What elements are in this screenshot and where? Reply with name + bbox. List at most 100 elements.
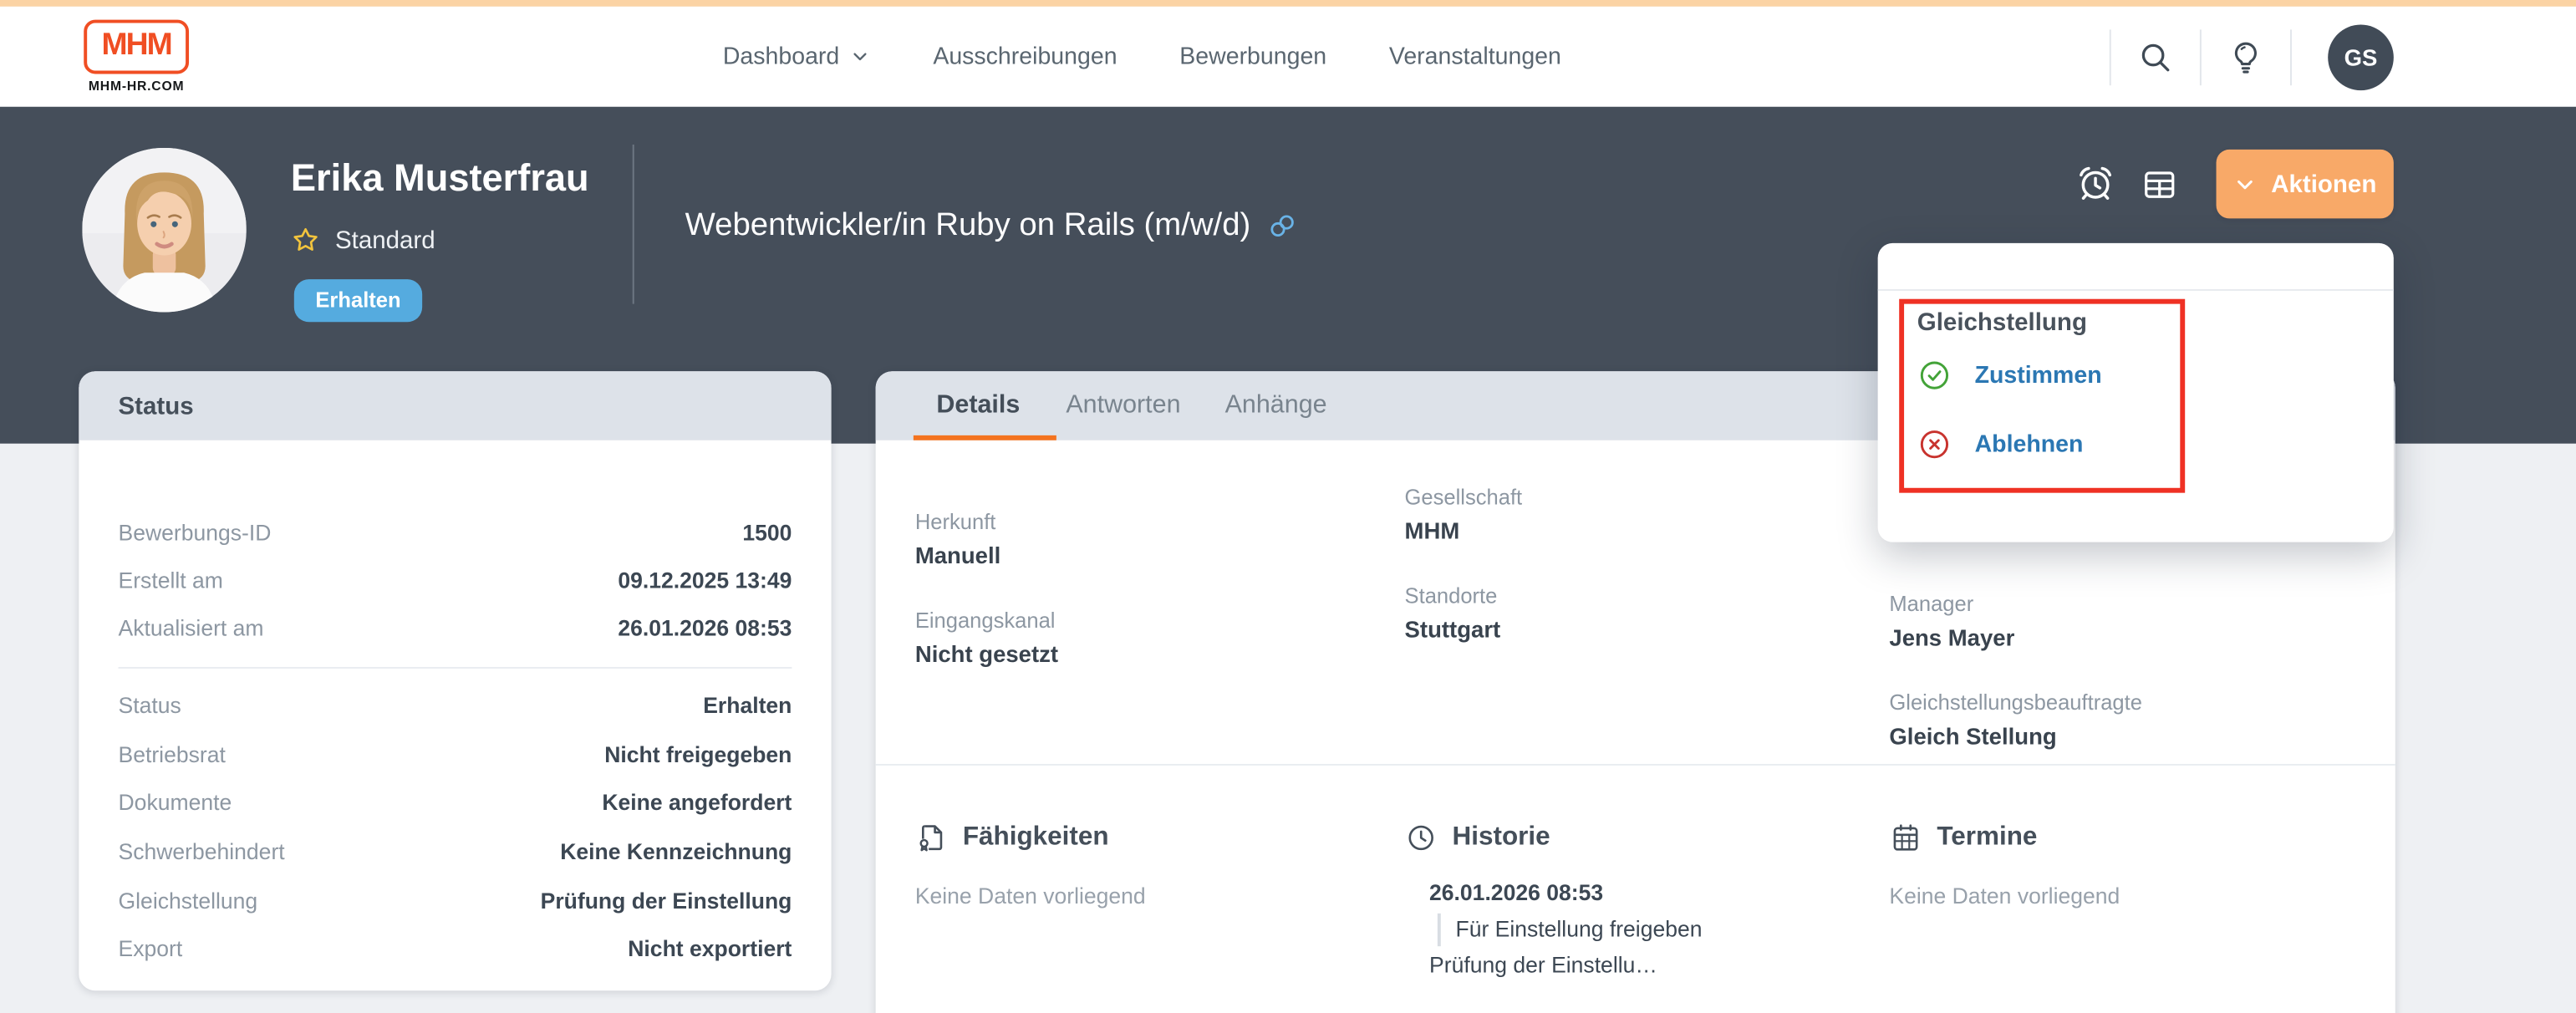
skills-section-title: Fähigkeiten <box>915 822 1375 854</box>
appointments-empty-text: Keine Daten vorliegend <box>1889 883 2120 909</box>
table-icon <box>2145 171 2175 198</box>
divider <box>875 763 2395 766</box>
status-meta-row: Bewerbungs-ID 1500 <box>119 509 792 557</box>
section-title-text: Termine <box>1937 822 2038 852</box>
tab-anhaenge[interactable]: Anhänge <box>1224 390 1327 420</box>
field-label: Gesellschaft <box>1404 484 1523 510</box>
dropdown-section-title: Gleichstellung <box>1917 308 2087 337</box>
detail-field: Gesellschaft MHM <box>1405 483 1865 547</box>
row-value: 1500 <box>742 521 792 546</box>
row-label: Schwerbehindert <box>118 839 285 865</box>
skills-empty-text: Keine Daten vorliegend <box>914 883 1146 909</box>
menu-item-label: Ablehnen <box>1974 430 2084 458</box>
row-value: Keine angefordert <box>602 791 792 816</box>
details-column-2: Gesellschaft MHM Standorte Stuttgart <box>1405 483 1865 646</box>
link-icon[interactable] <box>1267 211 1298 242</box>
search-button[interactable] <box>2111 38 2200 74</box>
row-value: 09.12.2025 13:49 <box>618 568 792 593</box>
field-value: Manuell <box>914 542 1001 569</box>
status-meta-row: Aktualisiert am 26.01.2026 08:53 <box>119 604 792 652</box>
section-title-text: Fähigkeiten <box>962 822 1109 852</box>
candidate-name: Erika Musterfrau <box>290 155 589 199</box>
active-tab-indicator <box>913 435 1056 440</box>
divider <box>2109 28 2111 85</box>
divider <box>632 144 634 304</box>
lightbulb-icon <box>2234 41 2257 73</box>
status-badge: Erhalten <box>293 279 423 323</box>
field-value: Jens Mayer <box>1889 624 2015 651</box>
field-value: Stuttgart <box>1404 616 1501 643</box>
field-value: Gleich Stellung <box>1889 722 2057 750</box>
field-value: Nicht gesetzt <box>914 640 1059 668</box>
candidate-photo[interactable] <box>82 147 247 313</box>
calendar-icon <box>1893 824 1918 851</box>
skills-section: Fähigkeiten Keine Daten vorliegend <box>915 822 1375 909</box>
reminder-button[interactable] <box>2075 163 2116 204</box>
detail-field: Gleichstellungsbeauftragte Gleich Stellu… <box>1889 689 2349 753</box>
row-value: Erhalten <box>703 694 792 719</box>
divider <box>2289 28 2292 85</box>
nav-item-label: Bewerbungen <box>1179 43 1327 70</box>
candidate-rating[interactable]: Standard <box>291 225 435 254</box>
menu-item-zustimmen[interactable]: Zustimmen <box>1917 358 2102 392</box>
star-icon <box>293 227 318 251</box>
status-meta-row: Erstellt am 09.12.2025 13:49 <box>119 557 792 604</box>
status-state-row: Dokumente Keine angefordert <box>119 779 792 827</box>
detail-field: Standorte Stuttgart <box>1405 582 1865 646</box>
history-timeline: 26.01.2026 08:53 Für Einstellung freigeb… <box>1405 881 1865 978</box>
status-card-header: Status <box>79 371 832 440</box>
nav-item-label: Dashboard <box>722 43 840 70</box>
row-value: 26.01.2026 08:53 <box>618 616 792 641</box>
candidate-photo-illustration <box>82 147 247 313</box>
job-title: Webentwickler/in Ruby on Rails (m/w/d) <box>685 207 1299 245</box>
menu-item-label: Zustimmen <box>1974 362 2102 389</box>
help-button[interactable] <box>2202 38 2290 74</box>
status-state-row: Status Erhalten <box>119 682 792 730</box>
history-section-title: Historie <box>1405 822 1865 854</box>
row-value: Prüfung der Einstellung <box>540 888 792 914</box>
aktionen-button-label: Aktionen <box>2271 170 2377 198</box>
nav-item-bewerbungen[interactable]: Bewerbungen <box>1179 43 1326 69</box>
row-label: Export <box>118 936 183 962</box>
x-circle-icon <box>1920 430 1949 459</box>
nav-item-veranstaltungen[interactable]: Veranstaltungen <box>1389 43 1561 69</box>
history-next-event: Prüfung der Einstellu… <box>1429 953 1657 978</box>
row-value: Keine Kennzeichnung <box>560 839 792 865</box>
status-state-row: Export Nicht exportiert <box>119 925 792 974</box>
detail-field: Eingangskanal Nicht gesetzt <box>915 606 1375 670</box>
menu-item-ablehnen[interactable]: Ablehnen <box>1917 427 2084 461</box>
tab-details[interactable]: Details <box>936 390 1021 420</box>
field-label: Eingangskanal <box>914 608 1056 633</box>
details-column-3: Manager Jens Mayer Gleichstellungsbeauft… <box>1889 590 2349 753</box>
row-label: Dokumente <box>118 791 232 816</box>
nav-item-dashboard[interactable]: Dashboard <box>722 43 871 70</box>
nav-item-ausschreibungen[interactable]: Ausschreibungen <box>933 43 1117 69</box>
row-label: Bewerbungs-ID <box>118 521 272 546</box>
tab-antworten[interactable]: Antworten <box>1066 390 1181 420</box>
field-label: Standorte <box>1404 583 1498 608</box>
status-card: Status Bewerbungs-ID 1500 Erstellt am 09… <box>79 371 832 991</box>
divider <box>118 667 792 669</box>
navbar-right: GS <box>2109 7 2394 107</box>
nav-item-label: Ausschreibungen <box>933 43 1117 70</box>
row-label: Status <box>118 694 181 719</box>
field-label: Herkunft <box>914 509 996 534</box>
divider <box>1877 288 2394 291</box>
field-label: Manager <box>1889 591 1974 617</box>
navbar: MHM MHM-HR.COM Dashboard Ausschreibungen… <box>0 6 2576 107</box>
history-section: Historie 26.01.2026 08:53 Für Einstellun… <box>1405 822 1865 978</box>
table-view-button[interactable] <box>2141 166 2178 204</box>
history-event: Für Einstellung freigeben <box>1437 913 1865 947</box>
row-value: Nicht freigegeben <box>604 742 792 767</box>
chevron-down-icon <box>2237 179 2253 189</box>
job-title-text: Webentwickler/in Ruby on Rails (m/w/d) <box>685 206 1251 243</box>
aktionen-dropdown-menu: Gleichstellung Zustimmen Ablehnen <box>1877 242 2394 542</box>
field-value: MHM <box>1404 517 1460 544</box>
details-column-1: Herkunft Manuell Eingangskanal Nicht ges… <box>915 507 1375 670</box>
brand-logo[interactable]: MHM MHM-HR.COM <box>79 19 194 94</box>
divider <box>2199 28 2202 85</box>
brand-logo-subtext: MHM-HR.COM <box>88 79 185 94</box>
aktionen-button[interactable]: Aktionen <box>2216 149 2394 219</box>
detail-field: Manager Jens Mayer <box>1889 590 2349 654</box>
user-avatar[interactable]: GS <box>2328 23 2394 90</box>
